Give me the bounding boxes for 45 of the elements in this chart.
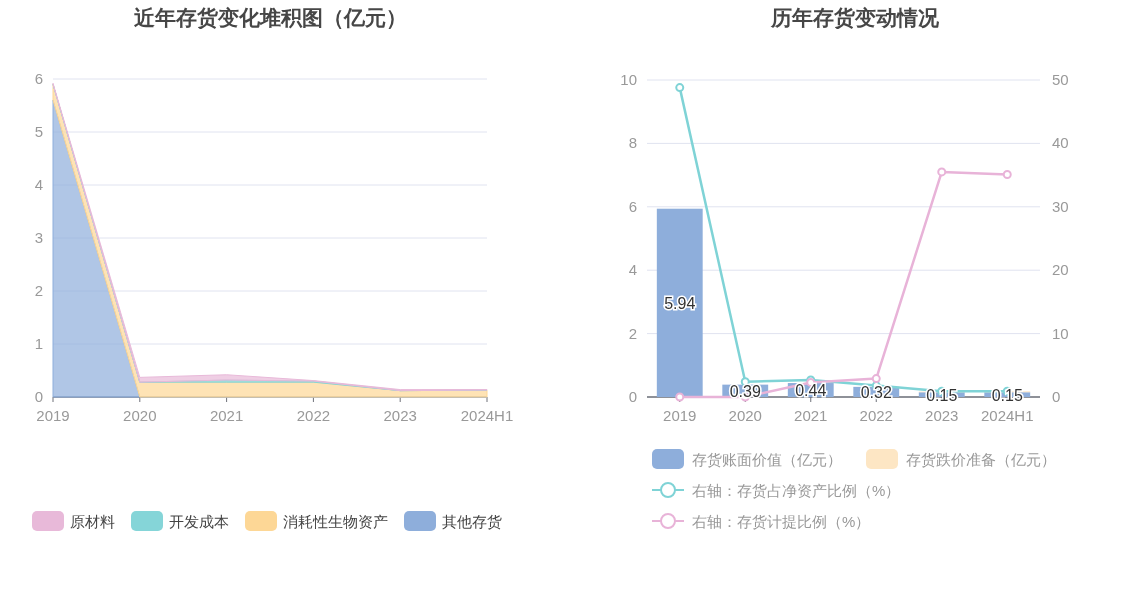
chart-title: 近年存货变化堆积图（亿元） xyxy=(132,6,407,30)
x-tick-label: 2021 xyxy=(209,407,244,424)
x-tick-label: 2022 xyxy=(859,407,893,424)
y-tick-label: 4 xyxy=(628,261,637,279)
legend-label: 存货跌价准备（亿元） xyxy=(906,451,1056,468)
data-label: 0.32 xyxy=(860,383,892,401)
x-tick-label: 2022 xyxy=(296,407,331,424)
y-tick-label: 6 xyxy=(34,70,43,87)
x-tick-label: 2024H1 xyxy=(460,407,514,424)
x-tick-label: 2024H1 xyxy=(980,407,1034,424)
x-tick-label: 2023 xyxy=(383,407,417,424)
y2-tick-label: 0 xyxy=(1052,388,1061,405)
data-label: 0.44 xyxy=(795,382,827,400)
y-tick-label: 1 xyxy=(34,335,43,352)
x-tick-label: 2020 xyxy=(728,407,762,424)
legend-label: 原材料 xyxy=(70,513,115,530)
x-tick-label: 2023 xyxy=(925,407,959,424)
y-tick-label: 0 xyxy=(628,388,637,405)
legend-label: 消耗性生物资产 xyxy=(283,513,388,530)
y-tick-label: 0 xyxy=(34,388,43,405)
y2-tick-label: 10 xyxy=(1052,324,1069,342)
y-tick-label: 8 xyxy=(628,134,637,152)
y-tick-label: 2 xyxy=(34,282,43,299)
x-tick-label: 2021 xyxy=(794,407,828,424)
x-tick-label: 2020 xyxy=(123,407,157,424)
legend-label: 开发成本 xyxy=(169,513,229,530)
y2-tick-label: 40 xyxy=(1052,134,1069,152)
chart-title: 历年存货变动情况 xyxy=(770,6,940,30)
y2-tick-label: 30 xyxy=(1052,197,1069,215)
y-tick-label: 5 xyxy=(34,123,43,140)
y-tick-label: 4 xyxy=(34,176,43,193)
x-tick-label: 2019 xyxy=(36,407,70,424)
legend-label: 右轴：存货占净资产比例（%） xyxy=(692,482,901,499)
y-tick-label: 3 xyxy=(34,229,43,246)
legend-label: 右轴：存货计提比例（%） xyxy=(692,513,871,530)
data-label: 0.39 xyxy=(729,382,761,400)
y2-tick-label: 50 xyxy=(1052,71,1069,88)
y-tick-label: 10 xyxy=(620,71,637,88)
y-tick-label: 6 xyxy=(628,197,637,215)
legend-label: 其他存货 xyxy=(442,513,502,530)
y-tick-label: 2 xyxy=(628,324,637,342)
y2-tick-label: 20 xyxy=(1052,261,1069,279)
legend-label: 存货账面价值（亿元） xyxy=(692,451,842,468)
data-label: 5.94 xyxy=(664,294,696,312)
x-tick-label: 2019 xyxy=(663,407,697,424)
